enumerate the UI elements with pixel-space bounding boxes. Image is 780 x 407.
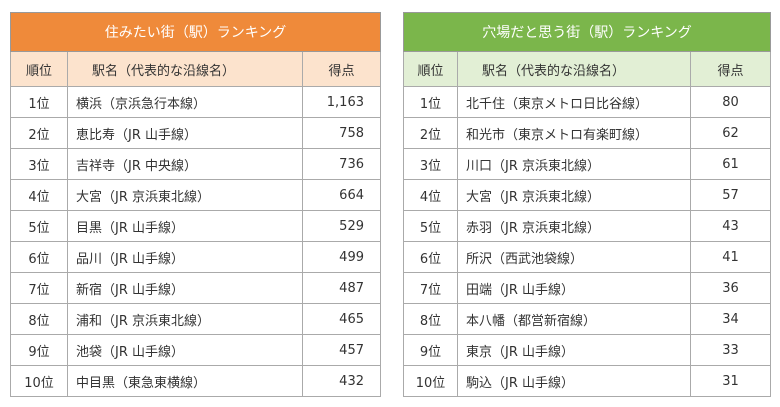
rank-cell: 8位 (403, 303, 458, 335)
table-title: 住みたい街（駅）ランキング (10, 12, 381, 52)
station-cell: 本八幡（都営新宿線） (457, 303, 691, 335)
data-row: 5位 目黒（JR 山手線） 529 (10, 210, 381, 242)
data-row: 10位 駒込（JR 山手線） 31 (403, 365, 772, 397)
data-row: 4位 大宮（JR 京浜東北線） 664 (10, 179, 381, 211)
rank-cell: 10位 (403, 365, 458, 397)
data-row: 9位 池袋（JR 山手線） 457 (10, 334, 381, 366)
score-cell: 457 (302, 334, 381, 366)
data-row: 1位 北千住（東京メトロ日比谷線） 80 (403, 86, 772, 118)
data-row: 7位 田端（JR 山手線） 36 (403, 272, 772, 304)
score-cell: 432 (302, 365, 381, 397)
rank-cell: 9位 (403, 334, 458, 366)
data-row: 5位 赤羽（JR 京浜東北線） 43 (403, 210, 772, 242)
score-cell: 34 (689, 303, 772, 335)
rank-cell: 2位 (10, 117, 68, 149)
header-cell: 得点 (302, 51, 381, 87)
score-cell: 62 (689, 117, 772, 149)
title-row: 穴場だと思う街（駅）ランキング (402, 12, 772, 52)
score-cell: 487 (302, 272, 381, 304)
rank-cell: 1位 (403, 86, 458, 118)
rank-cell: 6位 (403, 241, 458, 273)
rank-cell: 8位 (10, 303, 68, 335)
score-cell: 499 (302, 241, 381, 273)
station-cell: 新宿（JR 山手線） (67, 272, 303, 304)
score-cell: 43 (689, 210, 772, 242)
station-cell: 横浜（京浜急行本線） (67, 86, 303, 118)
rank-cell: 9位 (10, 334, 68, 366)
data-row: 10位 中目黒（東急東横線） 432 (10, 365, 381, 397)
data-row: 6位 品川（JR 山手線） 499 (10, 241, 381, 273)
score-cell: 41 (689, 241, 772, 273)
score-cell: 61 (689, 148, 772, 180)
data-row: 2位 和光市（東京メトロ有楽町線） 62 (403, 117, 772, 149)
header-cell: 駅名（代表的な沿線名） (457, 51, 691, 87)
data-row: 8位 本八幡（都営新宿線） 34 (403, 303, 772, 335)
header-cell: 駅名（代表的な沿線名） (67, 51, 303, 87)
station-cell: 中目黒（東急東横線） (67, 365, 303, 397)
rank-cell: 6位 (10, 241, 68, 273)
station-cell: 大宮（JR 京浜東北線） (67, 179, 303, 211)
score-cell: 664 (302, 179, 381, 211)
station-cell: 恵比寿（JR 山手線） (67, 117, 303, 149)
header-cell: 順位 (403, 51, 458, 87)
header-row: 順位 駅名（代表的な沿線名） 得点 (10, 51, 381, 87)
score-cell: 465 (302, 303, 381, 335)
station-cell: 田端（JR 山手線） (457, 272, 691, 304)
score-cell: 36 (689, 272, 772, 304)
score-cell: 1,163 (302, 86, 381, 118)
rank-cell: 10位 (10, 365, 68, 397)
score-cell: 33 (689, 334, 772, 366)
data-row: 7位 新宿（JR 山手線） 487 (10, 272, 381, 304)
data-row: 8位 浦和（JR 京浜東北線） 465 (10, 303, 381, 335)
ranking-table: 住みたい街（駅）ランキング 順位 駅名（代表的な沿線名） 得点 1位 横浜（京浜急行本線）… (10, 12, 381, 397)
score-cell: 736 (302, 148, 381, 180)
rank-cell: 7位 (10, 272, 68, 304)
rank-cell: 7位 (403, 272, 458, 304)
rank-cell: 5位 (10, 210, 68, 242)
table-title: 穴場だと思う街（駅）ランキング (402, 12, 772, 52)
score-cell: 80 (689, 86, 772, 118)
station-cell: 和光市（東京メトロ有楽町線） (457, 117, 691, 149)
header-cell: 順位 (10, 51, 68, 87)
data-row: 1位 横浜（京浜急行本線） 1,163 (10, 86, 381, 118)
score-cell: 31 (689, 365, 772, 397)
data-row: 3位 吉祥寺（JR 中央線） 736 (10, 148, 381, 180)
station-cell: 池袋（JR 山手線） (67, 334, 303, 366)
data-row: 3位 川口（JR 京浜東北線） 61 (403, 148, 772, 180)
rank-cell: 2位 (403, 117, 458, 149)
data-row: 9位 東京（JR 山手線） 33 (403, 334, 772, 366)
station-cell: 吉祥寺（JR 中央線） (67, 148, 303, 180)
rank-cell: 4位 (10, 179, 68, 211)
rank-cell: 4位 (403, 179, 458, 211)
score-cell: 758 (302, 117, 381, 149)
score-cell: 529 (302, 210, 381, 242)
rank-cell: 5位 (403, 210, 458, 242)
station-cell: 駒込（JR 山手線） (457, 365, 691, 397)
station-cell: 東京（JR 山手線） (457, 334, 691, 366)
data-row: 4位 大宮（JR 京浜東北線） 57 (403, 179, 772, 211)
title-row: 住みたい街（駅）ランキング (10, 12, 381, 52)
station-cell: 浦和（JR 京浜東北線） (67, 303, 303, 335)
header-cell: 得点 (689, 51, 772, 87)
rank-cell: 3位 (10, 148, 68, 180)
data-row: 2位 恵比寿（JR 山手線） 758 (10, 117, 381, 149)
station-cell: 川口（JR 京浜東北線） (457, 148, 691, 180)
station-cell: 北千住（東京メトロ日比谷線） (457, 86, 691, 118)
header-row: 順位 駅名（代表的な沿線名） 得点 (403, 51, 772, 87)
score-cell: 57 (689, 179, 772, 211)
station-cell: 所沢（西武池袋線） (457, 241, 691, 273)
ranking-table: 穴場だと思う街（駅）ランキング 順位 駅名（代表的な沿線名） 得点 1位 北千住（東京メト… (402, 12, 772, 397)
station-cell: 赤羽（JR 京浜東北線） (457, 210, 691, 242)
rank-cell: 3位 (403, 148, 458, 180)
data-row: 6位 所沢（西武池袋線） 41 (403, 241, 772, 273)
station-cell: 大宮（JR 京浜東北線） (457, 179, 691, 211)
station-cell: 品川（JR 山手線） (67, 241, 303, 273)
station-cell: 目黒（JR 山手線） (67, 210, 303, 242)
rank-cell: 1位 (10, 86, 68, 118)
